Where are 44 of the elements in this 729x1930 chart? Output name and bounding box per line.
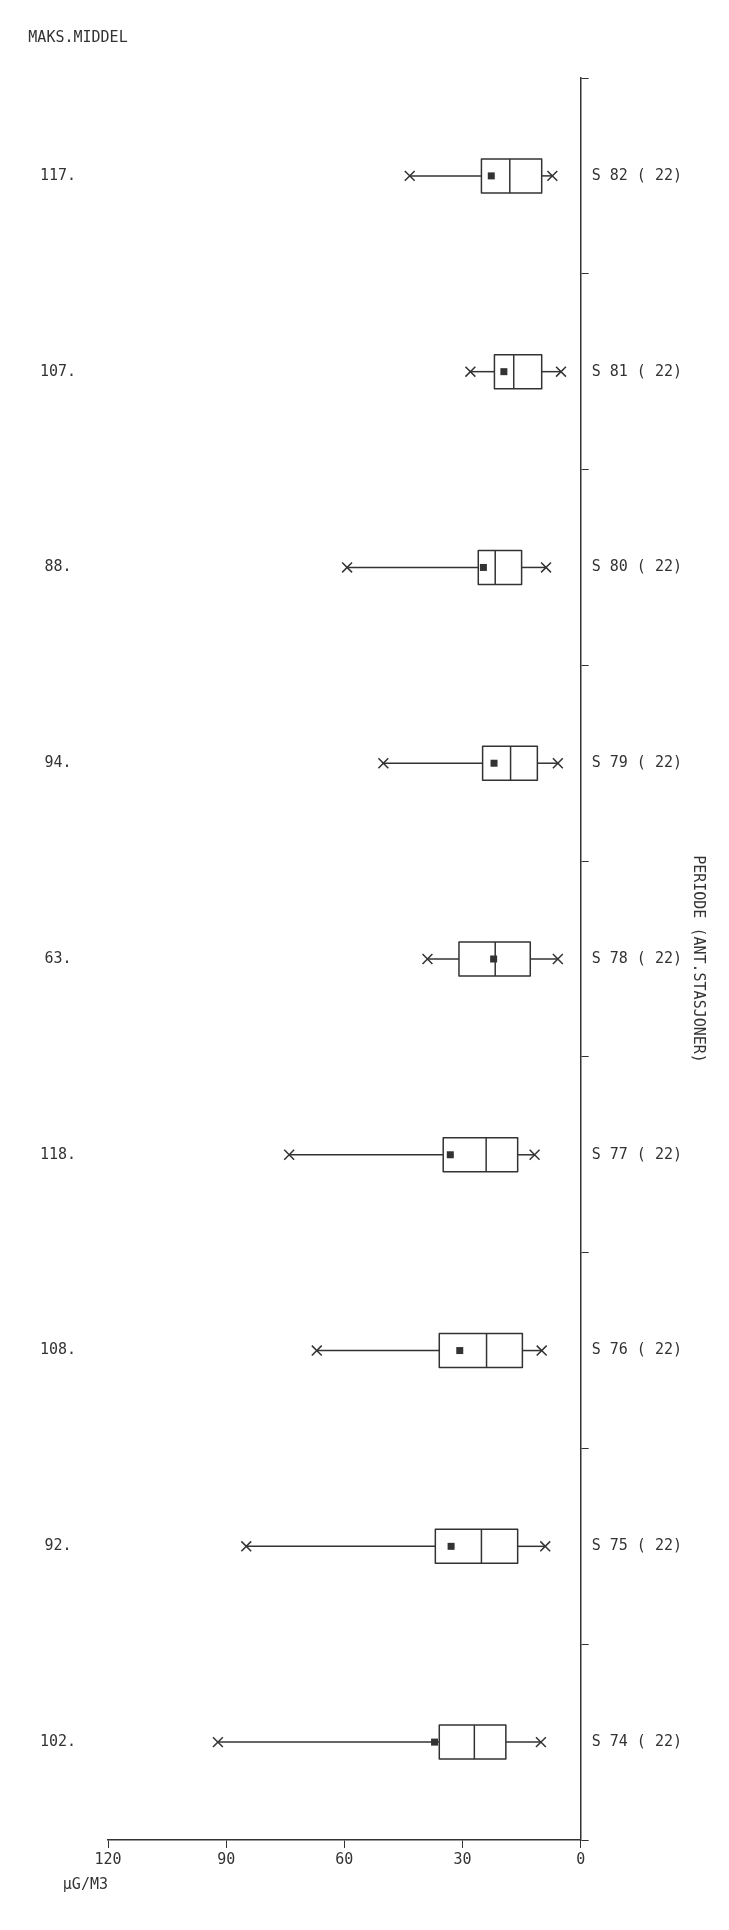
x-axis-title: µG/M3 xyxy=(62,1874,108,1893)
text: 118. xyxy=(39,1144,77,1163)
text: 107. xyxy=(39,361,77,380)
point xyxy=(311,1344,323,1357)
point xyxy=(421,953,434,965)
x-tick-label: 0 xyxy=(576,1849,586,1868)
text: 92. xyxy=(44,1536,72,1555)
point xyxy=(535,1736,547,1748)
point xyxy=(341,561,353,574)
point xyxy=(552,757,564,769)
y-tick-label: S 74 ( 22) xyxy=(591,1732,682,1750)
point xyxy=(377,757,390,769)
y-tick-label: S 75 ( 22) xyxy=(591,1536,682,1555)
y-tick-label: S 79 ( 22) xyxy=(591,753,682,772)
point xyxy=(552,953,564,965)
x-tick-label: 120 xyxy=(94,1849,122,1868)
point xyxy=(240,1540,252,1553)
text: 108. xyxy=(39,1340,77,1359)
text: 117. xyxy=(39,165,77,184)
point xyxy=(555,365,567,378)
x-tick-label: 30 xyxy=(453,1849,472,1868)
text: MAKS.MIDDEL xyxy=(28,27,128,46)
text: 94. xyxy=(44,753,72,772)
point xyxy=(546,170,559,182)
y-tick-label: S 76 ( 22) xyxy=(591,1340,682,1359)
point xyxy=(212,1736,224,1748)
text: 63. xyxy=(44,948,72,967)
text: 88. xyxy=(44,557,72,576)
point xyxy=(540,561,552,574)
point xyxy=(283,1149,295,1161)
x-tick-label: 90 xyxy=(217,1849,236,1868)
point xyxy=(528,1149,541,1161)
y-tick-label: S 78 ( 22) xyxy=(591,948,682,967)
point xyxy=(404,170,416,182)
y-tick-label: S 77 ( 22) xyxy=(591,1144,682,1163)
y-tick-label: S 82 ( 22) xyxy=(591,165,682,184)
y-tick-label: S 80 ( 22) xyxy=(591,557,682,576)
text: 102. xyxy=(39,1732,77,1750)
y-axis-title: PERIODE (ANT.STASJONER) xyxy=(690,855,709,1063)
point xyxy=(464,365,477,378)
point xyxy=(536,1344,548,1357)
y-tick-label: S 81 ( 22) xyxy=(591,361,682,380)
x-tick-label: 60 xyxy=(335,1849,354,1868)
point xyxy=(539,1540,551,1553)
